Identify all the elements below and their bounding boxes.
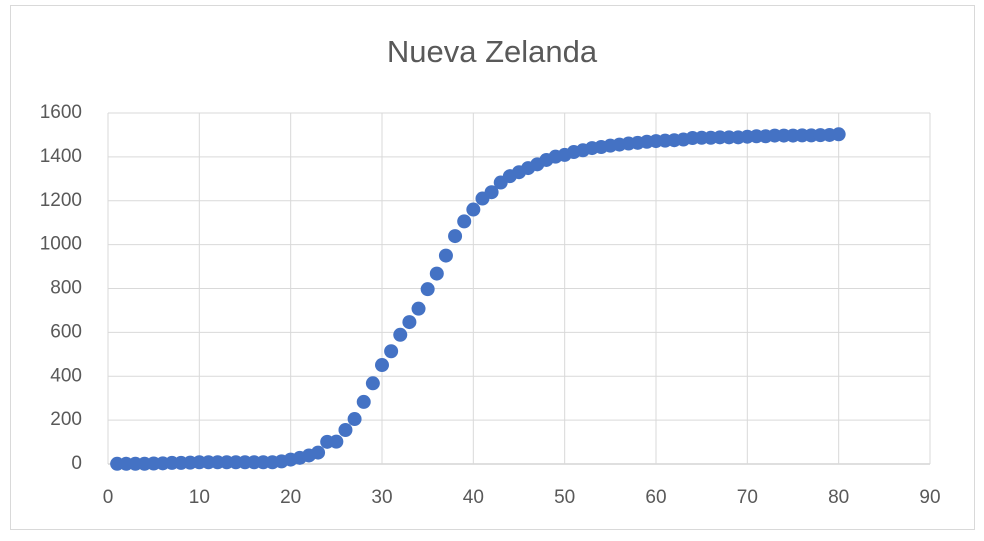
point	[420, 282, 435, 297]
point	[429, 266, 444, 281]
chart-title: Nueva Zelanda	[387, 34, 598, 69]
x-tick-label: 40	[463, 487, 484, 508]
x-tick-label: 70	[737, 487, 758, 508]
x-tick-label: 90	[919, 487, 940, 508]
y-tick-label: 800	[50, 278, 82, 299]
point	[338, 422, 353, 437]
y-tick-label: 1000	[40, 234, 82, 255]
x-tick-label: 10	[189, 487, 210, 508]
x-tick-label: 20	[280, 487, 301, 508]
point	[347, 412, 362, 427]
point	[402, 315, 417, 330]
point	[329, 434, 344, 449]
x-tick-label: 80	[828, 487, 849, 508]
y-tick-label: 200	[50, 409, 82, 430]
point	[356, 394, 371, 409]
x-tick-label: 50	[554, 487, 575, 508]
point	[448, 229, 463, 244]
y-tick-label: 1400	[40, 146, 82, 167]
y-tick-label: 1200	[40, 190, 82, 211]
point	[365, 376, 380, 391]
x-tick-label: 0	[103, 487, 114, 508]
x-tick-label: 60	[645, 487, 666, 508]
point	[466, 202, 481, 217]
point	[384, 344, 399, 359]
point	[393, 327, 408, 342]
y-tick-label: 600	[50, 321, 82, 342]
chart-border	[10, 5, 975, 530]
y-tick-label: 400	[50, 365, 82, 386]
point	[411, 301, 426, 316]
point	[438, 248, 453, 263]
y-tick-label: 0	[71, 453, 82, 474]
point	[457, 214, 472, 229]
point	[311, 445, 326, 460]
x-tick-label: 30	[371, 487, 392, 508]
y-tick-label: 1600	[40, 102, 82, 123]
point	[375, 358, 389, 373]
point	[831, 127, 846, 142]
point	[484, 185, 499, 200]
